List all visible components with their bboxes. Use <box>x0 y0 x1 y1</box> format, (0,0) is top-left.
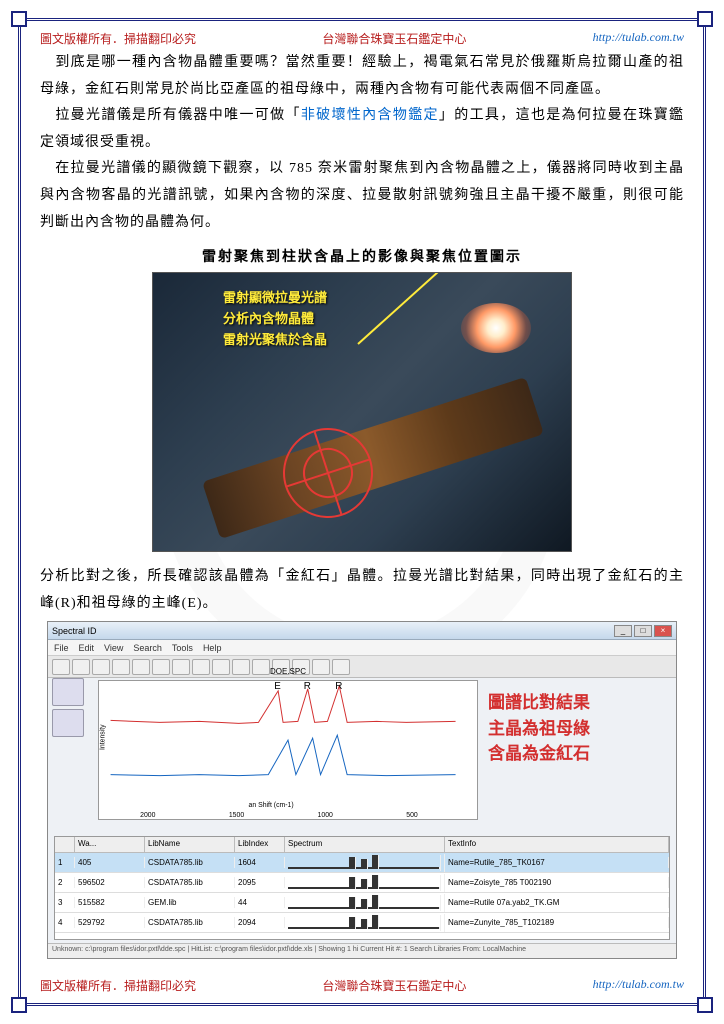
table-row[interactable]: 4529792CSDATA785.lib2094Name=Zunyite_785… <box>55 913 669 933</box>
window-titlebar: Spectral ID _ □ × <box>48 622 676 640</box>
copyright-text: 圖文版權所有．掃描翻印必究 <box>40 30 196 47</box>
table-row[interactable]: 2596502CSDATA785.lib2095Name=Zoisyte_785… <box>55 873 669 893</box>
figure1-label: 雷射顯微拉曼光譜 分析內含物晶體 雷射光聚焦於含晶 <box>223 288 327 350</box>
table-row[interactable]: 3515582GEM.lib44Name=Rutile 07a.yab2_TK.… <box>55 893 669 913</box>
svg-text:R: R <box>304 681 311 692</box>
corner-ornament <box>697 11 713 27</box>
table-body: 1405CSDATA785.lib1604Name=Rutile_785_TK0… <box>55 853 669 933</box>
highlight-term: 非破壞性內含物鑑定 <box>301 108 439 123</box>
menu-search[interactable]: Search <box>133 643 162 653</box>
svg-text:E: E <box>274 681 281 692</box>
page-header: 圖文版權所有．掃描翻印必究 台灣聯合珠寶玉石鑑定中心 http://tulab.… <box>40 30 684 47</box>
sidebar-icon[interactable] <box>52 709 84 737</box>
fig1-label-line1: 雷射顯微拉曼光譜 <box>223 288 327 309</box>
svg-text:1500: 1500 <box>229 812 244 819</box>
sidebar-icon[interactable] <box>52 678 84 706</box>
page-footer: 圖文版權所有．掃描翻印必究 台灣聯合珠寶玉石鑑定中心 http://tulab.… <box>40 977 684 994</box>
org-name: 台灣聯合珠寶玉石鑑定中心 <box>322 30 466 47</box>
corner-ornament <box>11 997 27 1013</box>
window-buttons: _ □ × <box>614 625 672 637</box>
inclusion-crystal <box>202 377 544 539</box>
menu-view[interactable]: View <box>104 643 123 653</box>
arrow-indicator <box>357 272 470 345</box>
menu-edit[interactable]: Edit <box>79 643 95 653</box>
table-header: Wa... LibName LibIndex Spectrum TextInfo <box>55 837 669 853</box>
col-head[interactable]: LibIndex <box>235 837 285 852</box>
toolbar-button[interactable] <box>72 659 90 675</box>
content-area: 到底是哪一種內含物晶體重要嗎？當然重要！經驗上，褐電氣石常見於俄羅斯烏拉爾山產的… <box>40 50 684 974</box>
footer-url[interactable]: http://tulab.com.tw <box>593 977 684 994</box>
footer-org: 台灣聯合珠寶玉石鑑定中心 <box>322 977 466 994</box>
col-head[interactable]: Spectrum <box>285 837 445 852</box>
software-screenshot: Spectral ID _ □ × File Edit View Search … <box>47 621 677 959</box>
maximize-button[interactable]: □ <box>634 625 652 637</box>
window-title: Spectral ID <box>52 626 97 636</box>
menu-tools[interactable]: Tools <box>172 643 193 653</box>
col-head[interactable]: TextInfo <box>445 837 669 852</box>
col-head[interactable]: Wa... <box>75 837 145 852</box>
result-line1: 圖譜比對結果 <box>488 690 658 716</box>
col-head[interactable] <box>55 837 75 852</box>
fig1-label-line3: 雷射光聚焦於含晶 <box>223 330 327 351</box>
chart-title: DOE.SPC <box>99 667 477 676</box>
table-row[interactable]: 1405CSDATA785.lib1604Name=Rutile_785_TK0… <box>55 853 669 873</box>
menu-file[interactable]: File <box>54 643 69 653</box>
toolbar-button[interactable] <box>52 659 70 675</box>
figure1-caption: 雷射聚焦到柱狀含晶上的影像與聚焦位置圖示 <box>40 246 684 266</box>
fig1-label-line2: 分析內含物晶體 <box>223 309 327 330</box>
left-sidebar <box>52 678 92 828</box>
footer-copyright: 圖文版權所有．掃描翻印必究 <box>40 977 196 994</box>
spectrum-plot: E R R 2000 1500 1000 500 an Shift (cm-1) In… <box>99 681 477 819</box>
paragraph-1: 到底是哪一種內含物晶體重要嗎？當然重要！經驗上，褐電氣石常見於俄羅斯烏拉爾山產的… <box>40 50 684 103</box>
close-button[interactable]: × <box>654 625 672 637</box>
svg-text:2000: 2000 <box>140 812 155 819</box>
microscope-image: 雷射顯微拉曼光譜 分析內含物晶體 雷射光聚焦於含晶 <box>152 272 572 552</box>
status-bar: Unknown: c:\program files\idor.pxtl\dde.… <box>48 943 676 958</box>
svg-text:an Shift (cm-1): an Shift (cm-1) <box>249 803 294 810</box>
corner-ornament <box>11 11 27 27</box>
svg-text:R: R <box>335 681 342 692</box>
comparison-result: 圖譜比對結果 主晶為祖母綠 含晶為金紅石 <box>488 690 658 767</box>
menu-bar: File Edit View Search Tools Help <box>48 640 676 656</box>
svg-text:1000: 1000 <box>318 812 333 819</box>
result-line2: 主晶為祖母綠 <box>488 716 658 742</box>
paragraph-3: 在拉曼光譜儀的顯微鏡下觀察，以 785 奈米雷射聚焦到內含物晶體之上，儀器將同時… <box>40 156 684 236</box>
paragraph-4: 分析比對之後，所長確認該晶體為「金紅石」晶體。拉曼光譜比對結果，同時出現了金紅石… <box>40 564 684 617</box>
col-head[interactable]: LibName <box>145 837 235 852</box>
result-line3: 含晶為金紅石 <box>488 741 658 767</box>
para2-pre: 拉曼光譜儀是所有儀器中唯一可做「 <box>40 108 301 123</box>
svg-text:500: 500 <box>406 812 418 819</box>
svg-text:Intensity: Intensity <box>100 724 107 750</box>
header-url[interactable]: http://tulab.com.tw <box>593 30 684 47</box>
menu-help[interactable]: Help <box>203 643 222 653</box>
spectrum-chart: DOE.SPC E R R 200015001000500 an Shift (… <box>98 680 478 820</box>
corner-ornament <box>697 997 713 1013</box>
minimize-button[interactable]: _ <box>614 625 632 637</box>
results-table: Wa... LibName LibIndex Spectrum TextInfo… <box>54 836 670 940</box>
paragraph-2: 拉曼光譜儀是所有儀器中唯一可做「非破壞性內含物鑑定」的工具，這也是為何拉曼在珠寶… <box>40 103 684 156</box>
laser-spot <box>461 303 531 353</box>
